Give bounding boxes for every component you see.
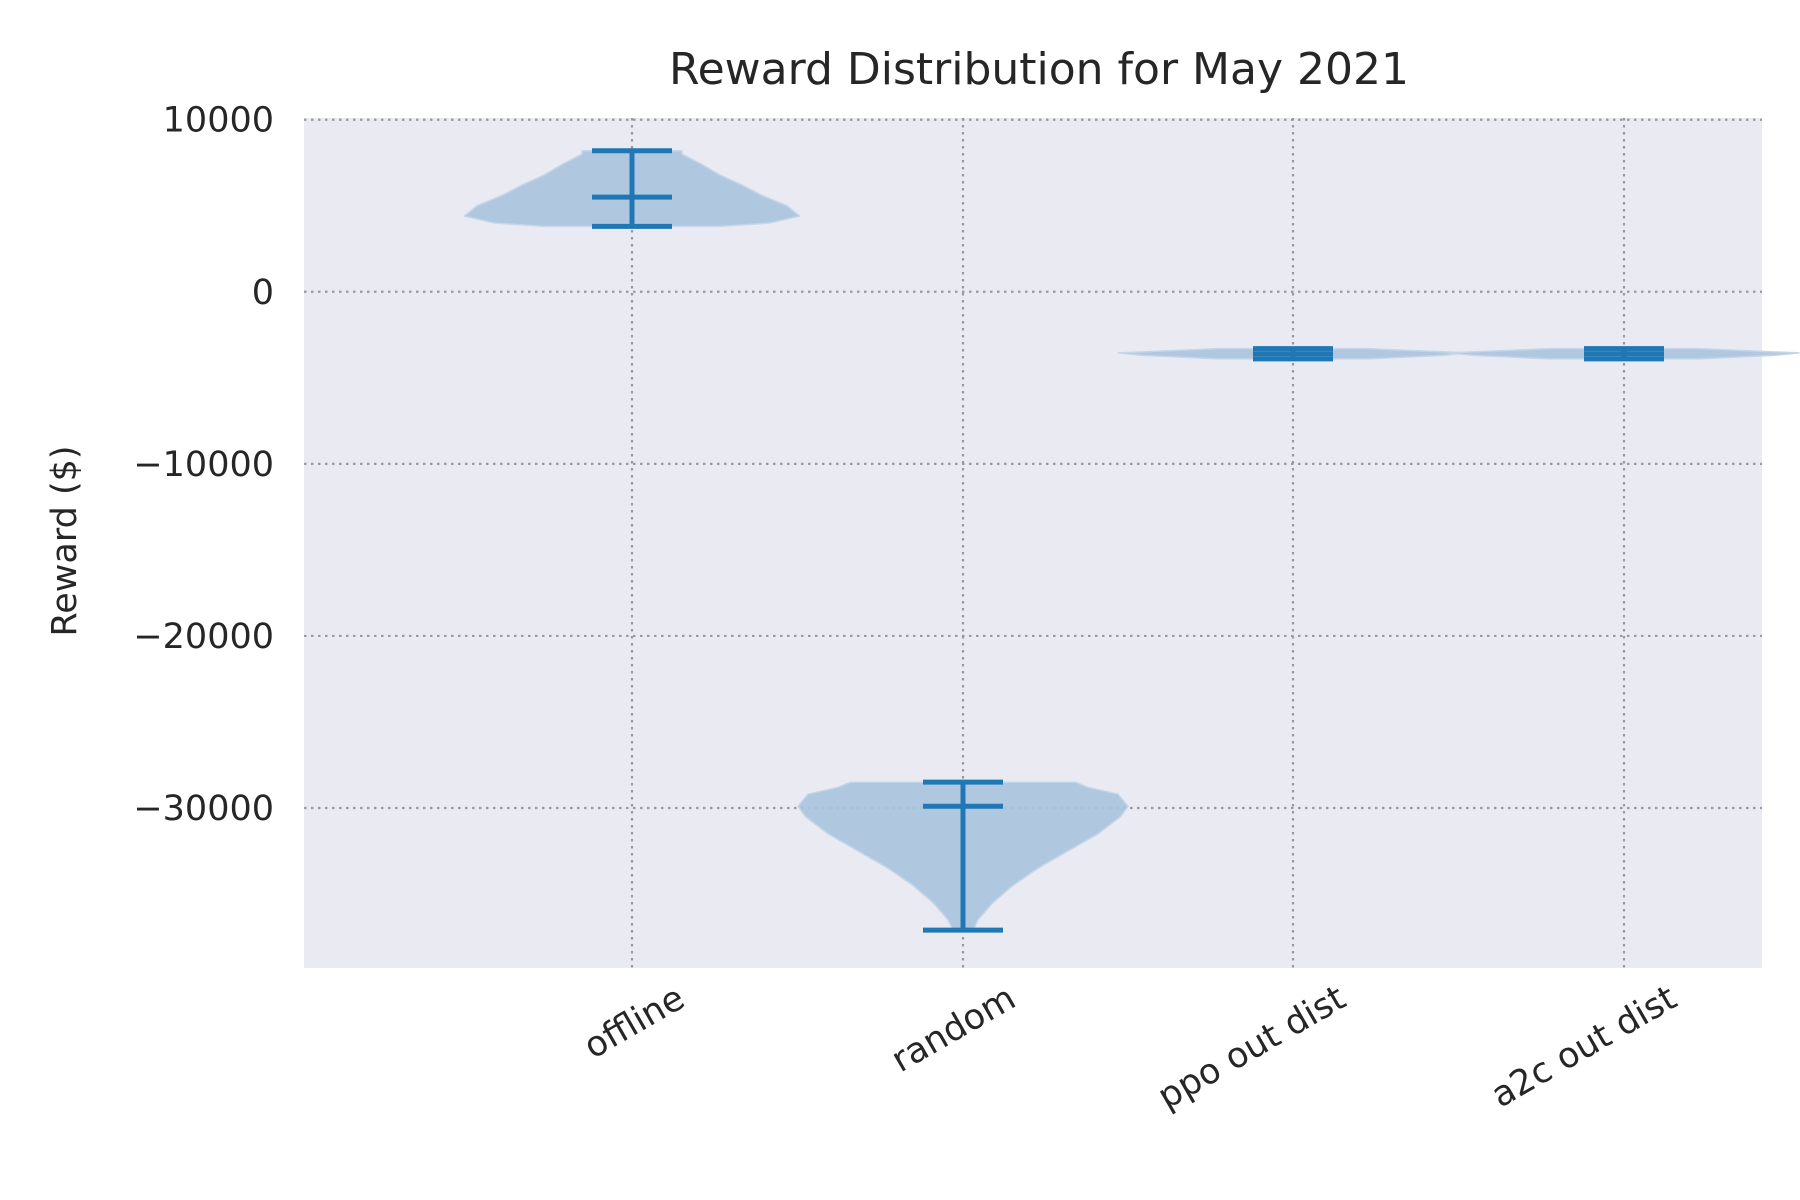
chart-title: Reward Distribution for May 2021 bbox=[669, 44, 1409, 95]
x-tick-label: offline bbox=[577, 978, 691, 1067]
x-tick-label: ppo out dist bbox=[1151, 978, 1352, 1117]
y-tick-label: −20000 bbox=[133, 617, 274, 657]
y-tick-label: 0 bbox=[252, 273, 274, 313]
y-tick-label: 10000 bbox=[163, 101, 274, 141]
x-tick-label: a2c out dist bbox=[1485, 978, 1684, 1116]
x-tick-label: random bbox=[885, 978, 1023, 1081]
plot-area bbox=[304, 118, 1800, 968]
y-tick-label: −30000 bbox=[133, 789, 274, 829]
y-axis-label: Reward ($) bbox=[45, 445, 85, 636]
y-tick-label: −10000 bbox=[133, 445, 274, 485]
